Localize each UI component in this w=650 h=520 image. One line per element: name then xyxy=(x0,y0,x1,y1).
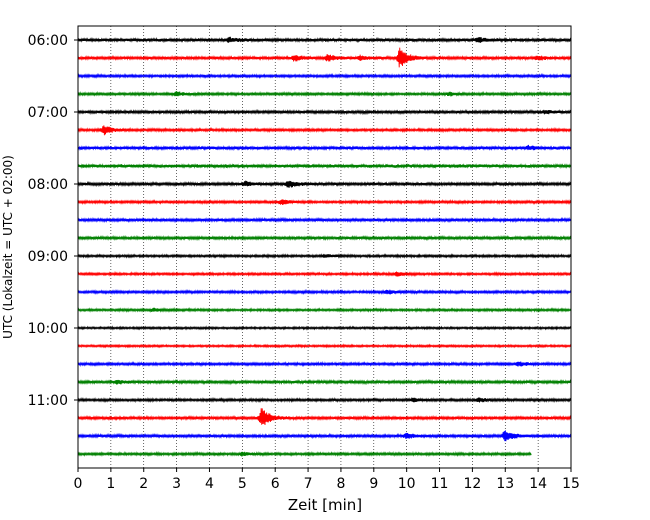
y-tick-label-5: 11:00 xyxy=(28,393,68,409)
x-tick-label-1: 1 xyxy=(106,476,115,492)
x-tick-label-13: 13 xyxy=(496,476,514,492)
trace-0630 xyxy=(78,72,571,80)
trace-1115 xyxy=(78,408,571,426)
x-tick-label-12: 12 xyxy=(463,476,481,492)
y-tick-label-1: 07:00 xyxy=(28,105,68,121)
x-tick-label-5: 5 xyxy=(238,476,247,492)
trace-1000 xyxy=(78,325,571,331)
x-tick-label-2: 2 xyxy=(139,476,148,492)
x-tick-label-9: 9 xyxy=(369,476,378,492)
trace-0945 xyxy=(78,306,571,313)
x-tick-label-0: 0 xyxy=(74,476,83,492)
y-tick-label-2: 08:00 xyxy=(28,177,68,193)
x-tick-label-14: 14 xyxy=(529,476,547,492)
trace-0700 xyxy=(78,108,571,116)
trace-0745 xyxy=(78,162,571,170)
trace-0815 xyxy=(78,199,571,206)
trace-0930 xyxy=(78,288,571,296)
trace-1145 xyxy=(78,450,532,458)
trace-1015 xyxy=(78,343,571,349)
y-tick-label-3: 09:00 xyxy=(28,249,68,265)
trace-0645 xyxy=(78,90,571,98)
x-tick-label-8: 8 xyxy=(336,476,345,492)
trace-0600 xyxy=(78,36,571,44)
trace-0830 xyxy=(78,216,571,224)
x-axis-label: Zeit [min] xyxy=(288,496,362,514)
x-axis: 0 1 2 3 4 5 6 7 8 9 10 11 12 13 14 15 xyxy=(74,468,580,492)
x-tick-label-6: 6 xyxy=(271,476,280,492)
trace-0915 xyxy=(78,271,571,277)
y-axis-label: UTC (Lokalzeit = UTC + 02:00) xyxy=(1,155,15,339)
y-axis: 06:00 07:00 08:00 09:00 10:00 11:00 xyxy=(28,33,78,409)
x-tick-label-15: 15 xyxy=(562,476,580,492)
trace-0615 xyxy=(78,47,571,68)
trace-1030 xyxy=(78,360,571,368)
trace-0800 xyxy=(78,180,571,188)
trace-0900 xyxy=(78,253,571,259)
x-tick-label-11: 11 xyxy=(431,476,449,492)
x-tick-label-3: 3 xyxy=(172,476,181,492)
x-tick-label-10: 10 xyxy=(398,476,416,492)
trace-1045 xyxy=(78,378,571,386)
y-tick-label-4: 10:00 xyxy=(28,321,68,337)
x-tick-label-7: 7 xyxy=(304,476,313,492)
trace-0715 xyxy=(78,125,571,136)
trace-0730 xyxy=(78,144,571,152)
plot-frame xyxy=(77,25,572,469)
y-tick-label-0: 06:00 xyxy=(28,33,68,49)
trace-1100 xyxy=(78,396,571,404)
trace-1130 xyxy=(78,430,571,442)
trace-layer xyxy=(78,36,571,458)
trace-0845 xyxy=(78,234,571,242)
x-tick-label-4: 4 xyxy=(205,476,214,492)
